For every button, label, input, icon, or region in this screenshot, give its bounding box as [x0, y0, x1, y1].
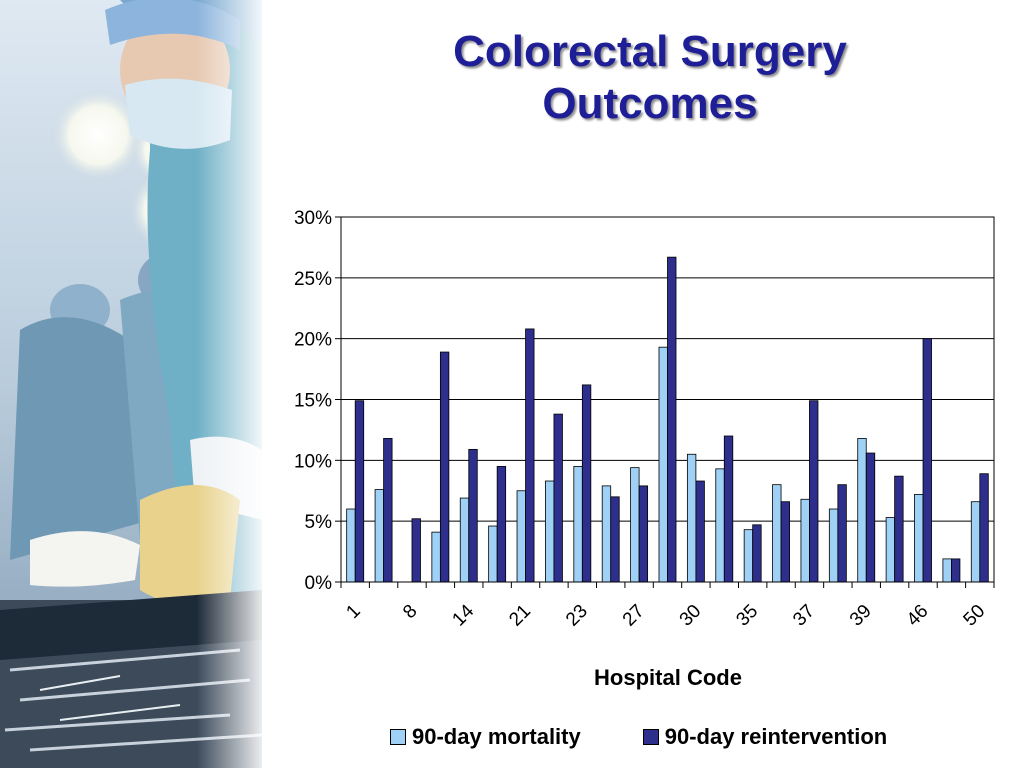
- bar-reintervention: [638, 485, 649, 583]
- surgeon-photo: [0, 0, 262, 768]
- bar-mortality: [970, 501, 981, 583]
- bar-reintervention: [951, 558, 961, 583]
- x-tick-labels: 1 8 14 21 23 27 30 35 37 39 46 50: [342, 600, 989, 630]
- bar-mortality: [942, 558, 952, 583]
- bar-reintervention: [525, 328, 535, 583]
- bar-mortality: [346, 508, 356, 583]
- bar-reintervention: [752, 524, 762, 583]
- legend-item-reintervention: 90-day reintervention: [642, 724, 888, 750]
- x-tick-label: 39: [846, 601, 876, 631]
- bar-mortality: [630, 467, 640, 583]
- bar-mortality: [431, 531, 441, 583]
- legend-label-reintervention: 90-day reintervention: [664, 724, 888, 749]
- bar-reintervention: [496, 466, 507, 583]
- x-axis-title: Hospital Code: [594, 665, 742, 690]
- bar-reintervention: [780, 501, 790, 583]
- bar-reintervention: [439, 351, 450, 583]
- bar-mortality: [374, 489, 384, 583]
- bar-mortality: [488, 525, 498, 583]
- bar-mortality: [885, 517, 896, 583]
- x-tick-label: 50: [960, 601, 990, 631]
- y-tick-label: 0%: [305, 573, 333, 594]
- legend-item-mortality: 90-day mortality: [390, 724, 581, 750]
- bar-reintervention: [411, 518, 421, 583]
- y-tick-label: 10%: [294, 451, 332, 472]
- bar-chart: 0% 5% 10% 15% 20% 25% 30% 1 8 14 21 23 27 30 35 37 39 46…: [294, 208, 995, 690]
- x-tick-label: 46: [903, 601, 933, 631]
- bar-mortality: [828, 508, 839, 583]
- bar-mortality: [743, 529, 754, 583]
- x-tick-label: 14: [448, 600, 478, 630]
- bar-mortality: [800, 498, 810, 583]
- bar-reintervention: [468, 448, 478, 583]
- y-tick-label: 20%: [294, 330, 332, 351]
- bar-reintervention: [354, 400, 365, 583]
- title-line-2: Outcomes: [542, 79, 758, 128]
- legend-swatch-reintervention: [642, 729, 659, 745]
- bar-mortality: [715, 468, 725, 583]
- bar-mortality: [857, 438, 867, 583]
- axes: [340, 216, 995, 588]
- bar-reintervention: [894, 475, 904, 583]
- bar-reintervention: [865, 452, 876, 583]
- plot-frame: [340, 216, 995, 583]
- x-tick-label: 27: [619, 601, 649, 631]
- bar-reintervention: [979, 473, 989, 583]
- bar-mortality: [686, 453, 697, 583]
- page-title: Colorectal Surgery Outcomes: [300, 26, 1000, 130]
- bar-mortality: [573, 466, 583, 583]
- bar-reintervention: [610, 496, 620, 583]
- bar-mortality: [772, 484, 782, 583]
- legend-label-mortality: 90-day mortality: [412, 724, 581, 749]
- x-tick-label: 37: [789, 601, 819, 631]
- x-tick-label: 30: [676, 601, 706, 631]
- bar-mortality: [545, 480, 555, 583]
- bar-reintervention: [581, 384, 592, 583]
- x-tick-label: 23: [562, 601, 592, 631]
- y-tick-label: 5%: [305, 512, 333, 533]
- bars: [346, 256, 989, 583]
- legend-swatch-mortality: [390, 729, 406, 745]
- y-tick-label: 15%: [294, 391, 332, 412]
- bar-reintervention: [723, 435, 734, 583]
- bar-reintervention: [667, 256, 677, 583]
- bar-reintervention: [809, 400, 819, 583]
- y-tick-label: 25%: [294, 269, 332, 290]
- bar-mortality: [601, 485, 612, 583]
- bar-mortality: [914, 493, 924, 583]
- y-tick-labels: 0% 5% 10% 15% 20% 25% 30%: [294, 208, 332, 594]
- x-tick-label: 8: [399, 601, 421, 623]
- x-tick-label: 1: [342, 601, 364, 623]
- bar-reintervention: [383, 438, 393, 583]
- x-tick-label: 21: [505, 601, 535, 631]
- bar-reintervention: [553, 413, 563, 583]
- bar-reintervention: [922, 338, 932, 583]
- bar-reintervention: [837, 484, 847, 583]
- bar-reintervention: [695, 480, 705, 583]
- x-tick-label: 35: [732, 601, 762, 631]
- legend: 90-day mortality 90-day reintervention: [390, 724, 949, 750]
- bar-mortality: [516, 490, 526, 583]
- title-line-1: Colorectal Surgery: [453, 27, 847, 76]
- bar-mortality: [459, 497, 470, 583]
- bar-mortality: [658, 346, 668, 583]
- y-tick-label: 30%: [294, 208, 332, 229]
